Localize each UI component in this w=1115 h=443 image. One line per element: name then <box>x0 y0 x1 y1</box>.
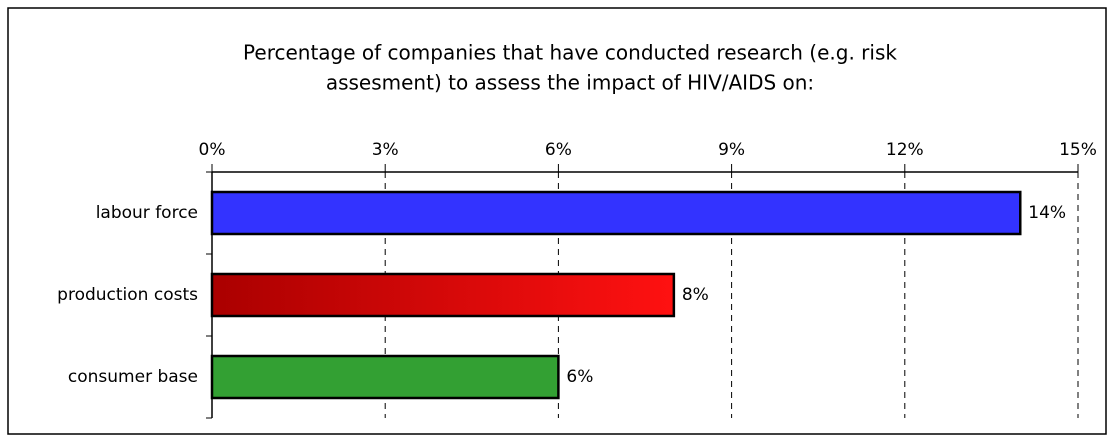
x-tick-label: 3% <box>372 140 399 160</box>
chart-title: Percentage of companies that have conduc… <box>243 41 897 65</box>
bar <box>210 354 560 400</box>
x-tick-label: 15% <box>1059 140 1097 160</box>
x-tick-label: 6% <box>545 140 572 160</box>
chart-title: assesment) to assess the impact of HIV/A… <box>326 71 814 95</box>
bar <box>210 190 1022 236</box>
y-tick-label: labour force <box>96 203 198 223</box>
y-tick-label: consumer base <box>68 367 198 387</box>
data-label: 8% <box>682 285 709 305</box>
x-tick-label: 9% <box>718 140 745 160</box>
y-tick-label: production costs <box>57 285 198 305</box>
bar <box>210 272 676 318</box>
data-label: 14% <box>1028 203 1066 223</box>
data-label: 6% <box>566 367 593 387</box>
x-tick-label: 12% <box>886 140 924 160</box>
x-tick-label: 0% <box>199 140 226 160</box>
